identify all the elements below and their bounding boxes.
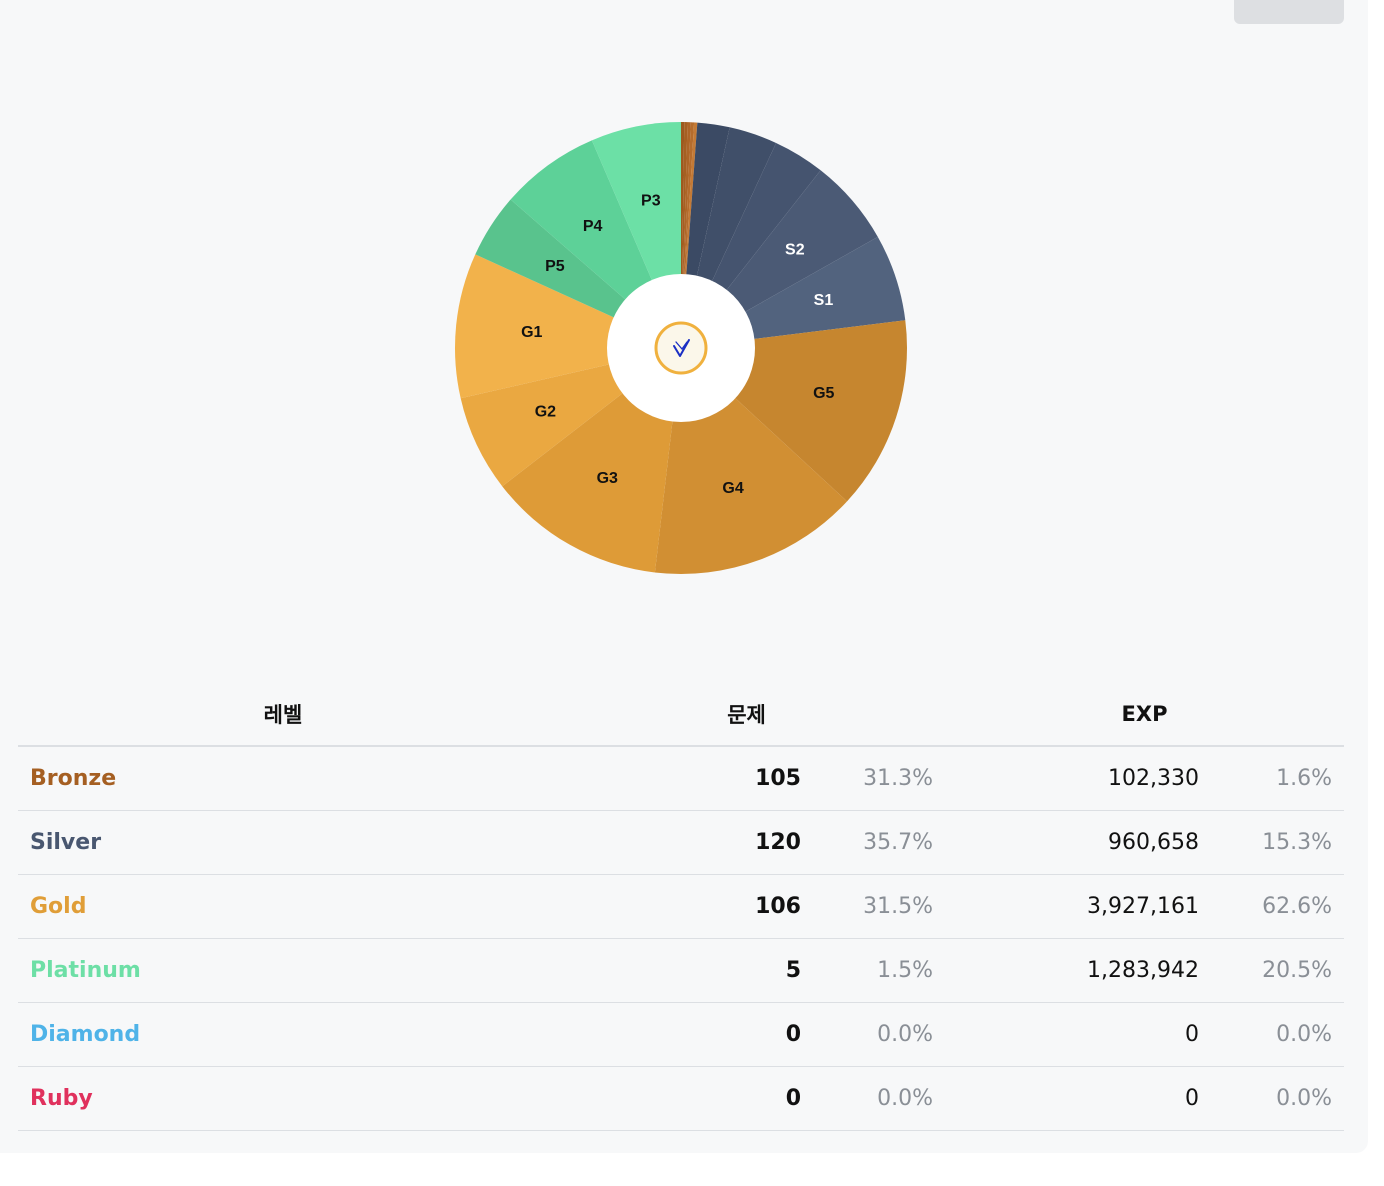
tier-name[interactable]: Platinum [18,938,548,1003]
exp-percent: 0.0% [1211,1002,1345,1067]
exp-value: 960,658 [945,810,1212,875]
table-row: Diamond 0 0.0% 0 0.0% [18,1002,1345,1067]
header-level: 레벨 [18,682,548,747]
problem-percent: 35.7% [813,810,946,875]
tier-name[interactable]: Gold [18,874,548,939]
tier-name[interactable]: Bronze [18,746,548,811]
slice-label-g2: G2 [535,403,556,420]
header-problems: 문제 [548,682,946,747]
tier-distribution-card: S2 S1 G5 G4 G3 G2 G1 P5 P4 P3 레벨 문제 EXP Bronze 105… [18,0,1345,1131]
slice-g1[interactable] [455,254,681,399]
slice-label-p5: P5 [545,258,565,275]
slice-label-p3: P3 [641,192,661,209]
header-exp: EXP [945,682,1345,747]
problem-percent: 1.5% [813,938,946,1003]
problem-count: 106 [548,874,813,939]
tier-donut-chart: S2 S1 G5 G4 G3 G2 G1 P5 P4 P3 [455,122,907,574]
problem-count: 0 [548,1066,813,1131]
table-row: Bronze 105 31.3% 102,330 1.6% [18,746,1345,811]
problem-percent: 0.0% [813,1002,946,1067]
problem-percent: 31.3% [813,746,946,811]
tier-name[interactable]: Diamond [18,1002,548,1067]
slice-label-g1: G1 [521,324,542,341]
problem-count: 0 [548,1002,813,1067]
slice-label-s1: S1 [814,292,834,309]
tier-stats-table: 레벨 문제 EXP Bronze 105 31.3% 102,330 1.6% Silve… [18,682,1345,1131]
tier-name[interactable]: Silver [18,810,548,875]
exp-percent: 0.0% [1211,1066,1345,1131]
exp-value: 102,330 [945,746,1212,811]
table-row: Silver 120 35.7% 960,658 15.3% [18,810,1345,875]
top-tab[interactable] [1234,0,1344,24]
problem-count: 120 [548,810,813,875]
exp-value: 0 [945,1066,1212,1131]
exp-percent: 62.6% [1211,874,1345,939]
problem-percent: 31.5% [813,874,946,939]
exp-value: 0 [945,1002,1212,1067]
check-icon [654,321,708,375]
exp-percent: 1.6% [1211,746,1345,811]
problem-count: 105 [548,746,813,811]
exp-value: 3,927,161 [945,874,1212,939]
tier-name[interactable]: Ruby [18,1066,548,1131]
exp-percent: 15.3% [1211,810,1345,875]
slice-label-g5: G5 [813,385,834,402]
table-row: Gold 106 31.5% 3,927,161 62.6% [18,874,1345,939]
exp-value: 1,283,942 [945,938,1212,1003]
table-row: Ruby 0 0.0% 0 0.0% [18,1066,1345,1131]
table-header-row: 레벨 문제 EXP [18,682,1345,747]
problem-percent: 0.0% [813,1066,946,1131]
exp-percent: 20.5% [1211,938,1345,1003]
slice-label-p4: P4 [583,218,603,235]
problem-count: 5 [548,938,813,1003]
slice-label-s2: S2 [785,242,805,259]
labels-group: S2 S1 G5 G4 G3 G2 G1 P5 P4 P3 [521,192,834,497]
slice-label-g3: G3 [597,470,618,487]
table-row: Platinum 5 1.5% 1,283,942 20.5% [18,938,1345,1003]
slice-label-g4: G4 [722,480,743,497]
